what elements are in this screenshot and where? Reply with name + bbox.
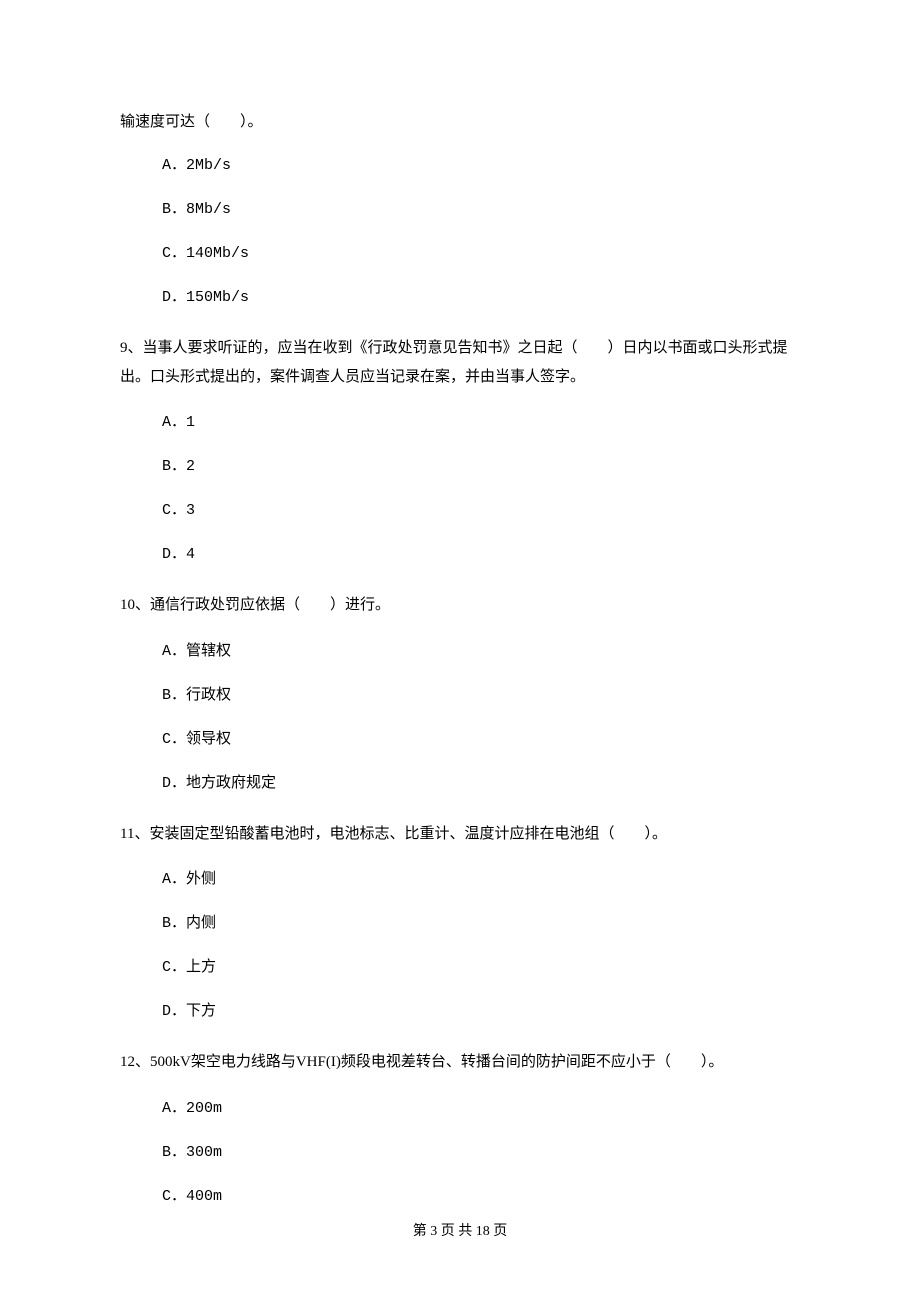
q11-option-a: A．外侧 bbox=[162, 868, 800, 892]
q10-option-c: C．领导权 bbox=[162, 728, 800, 752]
q12-option-b: B．300m bbox=[162, 1141, 800, 1165]
q12-text: 12、500kV架空电力线路与VHF(I)频段电视差转台、转播台间的防护间距不应… bbox=[120, 1048, 800, 1077]
q8-options: A．2Mb/s B．8Mb/s C．140Mb/s D．150Mb/s bbox=[162, 154, 800, 310]
q9-text: 9、当事人要求听证的，应当在收到《行政处罚意见告知书》之日起（ ）日内以书面或口… bbox=[120, 334, 800, 391]
q9-option-a: A．1 bbox=[162, 411, 800, 435]
q10-options: A．管辖权 B．行政权 C．领导权 D．地方政府规定 bbox=[162, 640, 800, 796]
q12-option-c: C．400m bbox=[162, 1185, 800, 1209]
q8-option-d: D．150Mb/s bbox=[162, 286, 800, 310]
page-content: 输速度可达（ ）。 A．2Mb/s B．8Mb/s C．140Mb/s D．15… bbox=[0, 0, 920, 1209]
q11-option-b: B．内侧 bbox=[162, 912, 800, 936]
q11-text: 11、安装固定型铅酸蓄电池时，电池标志、比重计、温度计应排在电池组（ ）。 bbox=[120, 820, 800, 849]
q8-continuation: 输速度可达（ ）。 bbox=[120, 110, 800, 134]
q8-option-a: A．2Mb/s bbox=[162, 154, 800, 178]
q11-option-c: C．上方 bbox=[162, 956, 800, 980]
q11-option-d: D．下方 bbox=[162, 1000, 800, 1024]
q10-text: 10、通信行政处罚应依据（ ）进行。 bbox=[120, 591, 800, 620]
page-footer: 第 3 页 共 18 页 bbox=[0, 1220, 920, 1240]
q12-options: A．200m B．300m C．400m bbox=[162, 1097, 800, 1209]
q8-option-c: C．140Mb/s bbox=[162, 242, 800, 266]
q9-options: A．1 B．2 C．3 D．4 bbox=[162, 411, 800, 567]
q9-option-c: C．3 bbox=[162, 499, 800, 523]
q12-option-a: A．200m bbox=[162, 1097, 800, 1121]
q10-option-b: B．行政权 bbox=[162, 684, 800, 708]
q11-options: A．外侧 B．内侧 C．上方 D．下方 bbox=[162, 868, 800, 1024]
q10-option-d: D．地方政府规定 bbox=[162, 772, 800, 796]
q9-option-d: D．4 bbox=[162, 543, 800, 567]
q10-option-a: A．管辖权 bbox=[162, 640, 800, 664]
q9-option-b: B．2 bbox=[162, 455, 800, 479]
q8-option-b: B．8Mb/s bbox=[162, 198, 800, 222]
